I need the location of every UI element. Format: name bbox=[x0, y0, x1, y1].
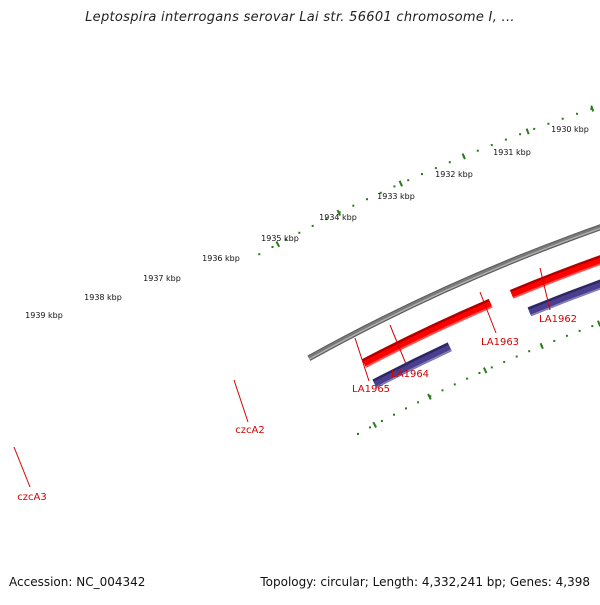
gene-label-LA1964: LA1964 bbox=[391, 369, 429, 380]
scale-label: 1932 kbp bbox=[435, 170, 473, 179]
gene-czcA2 bbox=[510, 257, 600, 299]
outer-scale-dot bbox=[490, 144, 493, 147]
outer-major-tick bbox=[275, 241, 281, 248]
outer-scale-dot bbox=[298, 231, 301, 234]
outer-scale-dot bbox=[547, 122, 550, 125]
outer-scale-dot bbox=[519, 133, 522, 136]
outer-major-tick bbox=[336, 209, 342, 216]
outer-scale-dot bbox=[258, 253, 261, 256]
inner-major-tick bbox=[427, 393, 432, 400]
gene-czcA2-highlight bbox=[512, 263, 600, 299]
outer-major-tick bbox=[461, 153, 466, 160]
inner-scale-dot bbox=[393, 413, 395, 416]
outer-scale-dot bbox=[561, 117, 564, 120]
gene-label-LA1962: LA1962 bbox=[539, 314, 577, 325]
inner-major-tick bbox=[482, 367, 488, 374]
accession-text: Accession: NC_004342 bbox=[9, 575, 146, 589]
outer-scale-dot bbox=[379, 191, 382, 194]
backbone-highlight bbox=[309, 227, 600, 360]
outer-scale-dot bbox=[407, 179, 410, 182]
inner-major-tick bbox=[539, 342, 544, 350]
scale-label: 1933 kbp bbox=[377, 192, 415, 201]
outer-major-tick bbox=[525, 128, 530, 135]
gene-label-LA1962-leader bbox=[539, 267, 551, 311]
inner-scale-dot bbox=[591, 325, 594, 328]
gene-label-LA1964-leader bbox=[389, 324, 407, 365]
backbone bbox=[307, 225, 600, 360]
outer-scale-dot bbox=[271, 246, 274, 248]
scale-label: 1935 kbp bbox=[261, 234, 299, 243]
gene-label-czcA3-leader bbox=[13, 446, 31, 488]
outer-scale-dot bbox=[393, 185, 396, 188]
gene-czcA3 bbox=[362, 301, 493, 368]
gene-czcA3-blue bbox=[373, 344, 452, 389]
gene-label-LA1965-leader bbox=[354, 337, 370, 382]
outer-scale-dot bbox=[284, 238, 287, 241]
inner-scale-dot bbox=[528, 350, 531, 353]
gene-label-LA1963: LA1963 bbox=[481, 337, 519, 348]
outer-scale-dot bbox=[476, 149, 479, 152]
outer-scale-dot bbox=[421, 173, 423, 176]
gene-czcA2-blue bbox=[528, 282, 600, 317]
inner-scale-dot bbox=[553, 339, 556, 342]
outer-scale-dot bbox=[448, 161, 451, 164]
gene-label-LA1965: LA1965 bbox=[352, 384, 390, 395]
outer-scale-dot bbox=[338, 211, 341, 214]
scale-label: 1930 kbp bbox=[551, 125, 589, 134]
gene-label-czcA2: czcA2 bbox=[235, 425, 264, 436]
outer-major-tick bbox=[398, 180, 403, 187]
gene-czcA3-blue-highlight bbox=[376, 349, 452, 388]
topology-summary: Topology: circular; Length: 4,332,241 bp… bbox=[260, 575, 590, 589]
outer-scale-dot bbox=[576, 112, 578, 115]
scale-label: 1934 kbp bbox=[319, 213, 357, 222]
inner-scale-dot bbox=[453, 383, 456, 386]
outer-scale-dot bbox=[533, 127, 536, 130]
inner-scale-dot bbox=[380, 420, 383, 422]
inner-scale-dot bbox=[515, 355, 518, 358]
inner-scale-dot bbox=[357, 432, 359, 435]
outer-scale-dot bbox=[311, 224, 314, 227]
outer-scale-dot bbox=[352, 204, 355, 207]
outer-scale-dot bbox=[434, 167, 437, 170]
scale-label: 1939 kbp bbox=[25, 311, 63, 320]
gene-label-czcA2-leader bbox=[233, 379, 249, 423]
inner-scale-dot bbox=[503, 360, 506, 363]
scale-label: 1931 kbp bbox=[493, 148, 531, 157]
outer-scale-dot bbox=[366, 198, 368, 201]
scale-label: 1937 kbp bbox=[143, 274, 181, 283]
gene-label-czcA3: czcA3 bbox=[17, 492, 46, 503]
outer-major-tick bbox=[590, 105, 595, 112]
scale-label: 1936 kbp bbox=[202, 254, 240, 263]
map-title: Leptospira interrogans serovar Lai str. … bbox=[85, 10, 515, 25]
scale-label: 1938 kbp bbox=[84, 293, 122, 302]
inner-scale-dot bbox=[405, 407, 407, 410]
inner-major-tick bbox=[372, 421, 377, 428]
inner-scale-dot bbox=[466, 377, 469, 380]
outer-scale-dot bbox=[325, 218, 328, 221]
inner-scale-dot bbox=[417, 401, 420, 404]
outer-scale-dot bbox=[590, 107, 593, 110]
inner-scale-dot bbox=[490, 366, 493, 369]
gene-czcA2-blue-highlight bbox=[530, 287, 600, 316]
gene-label-LA1963-leader bbox=[479, 291, 497, 334]
inner-scale-dot bbox=[578, 329, 581, 332]
inner-scale-dot bbox=[478, 372, 481, 374]
inner-scale-dot bbox=[441, 389, 444, 392]
inner-scale-dot bbox=[565, 334, 568, 337]
inner-scale-dot bbox=[369, 426, 371, 429]
outer-scale-dot bbox=[504, 138, 507, 141]
gene-czcA3-highlight bbox=[365, 305, 493, 368]
